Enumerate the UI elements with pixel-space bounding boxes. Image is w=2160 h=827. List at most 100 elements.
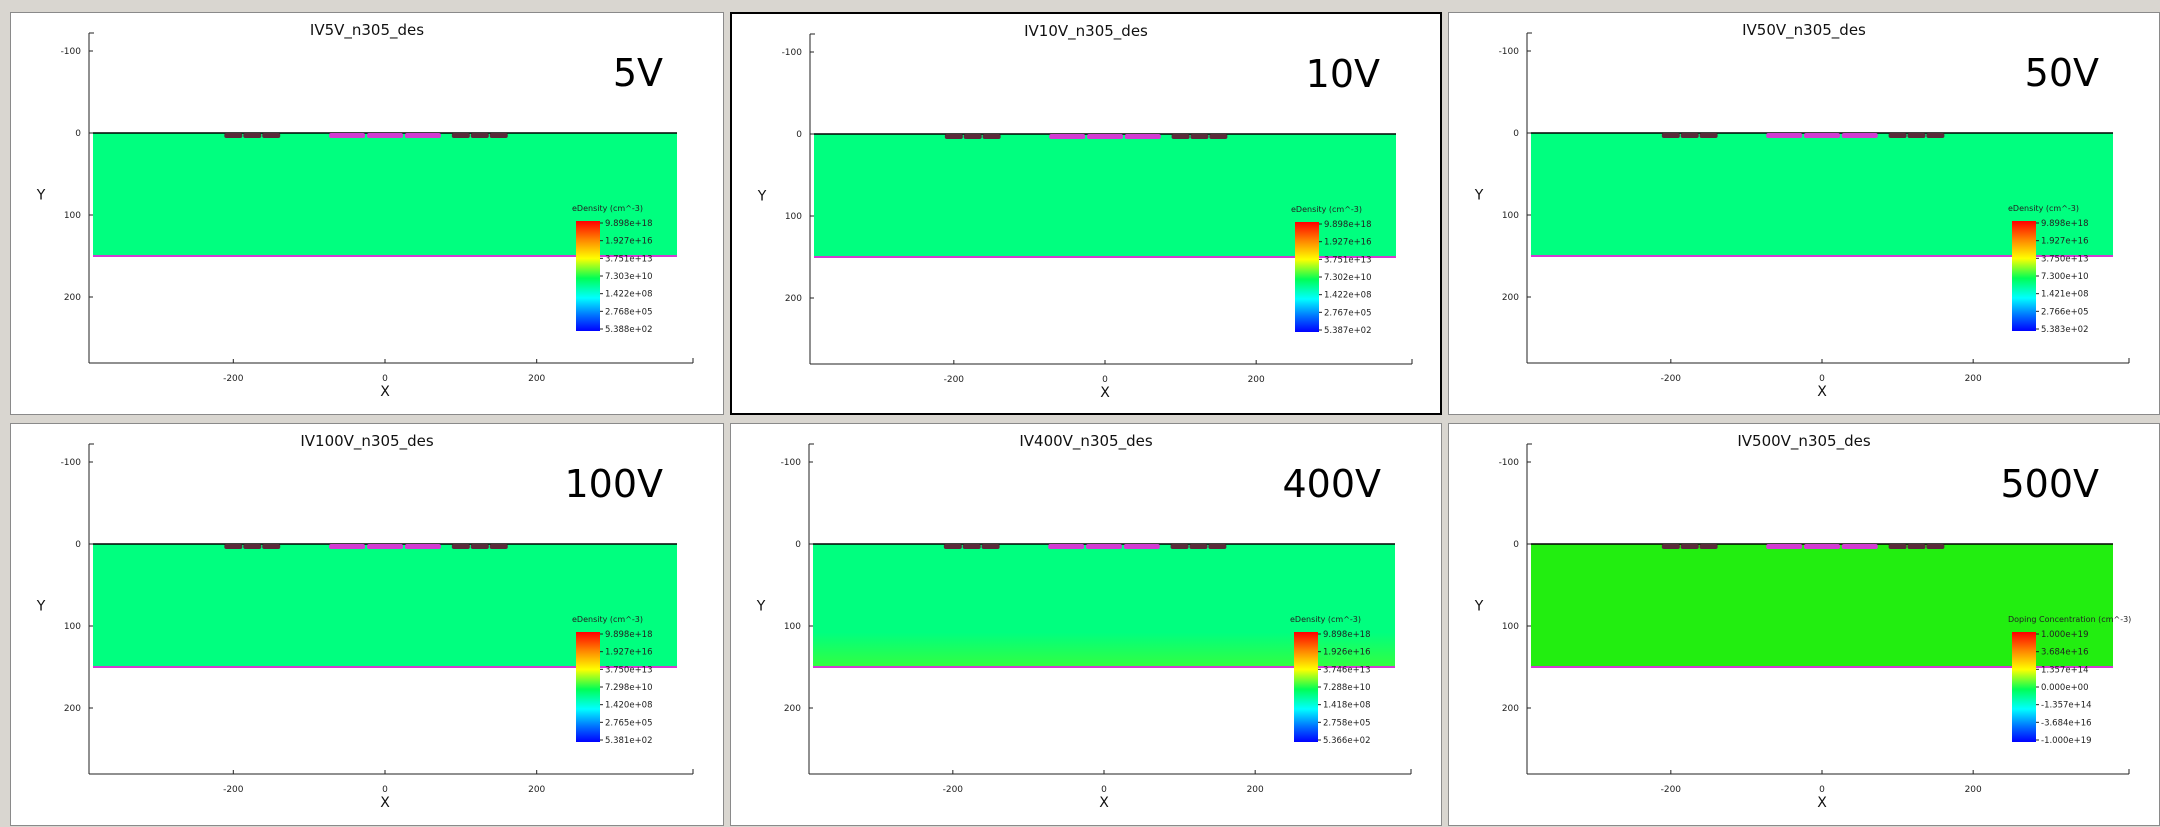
guard-ring-implant <box>944 134 963 139</box>
voltage-label: 5V <box>612 51 663 95</box>
x-axis-label: X <box>1817 384 1827 400</box>
colorbar-tick-label: 1.422e+08 <box>605 290 653 300</box>
x-tick-label: 0 <box>382 785 388 795</box>
guard-ring-implant <box>262 133 281 138</box>
y-tick-label: -100 <box>781 458 802 468</box>
colorbar-tick-label: 1.422e+08 <box>1324 291 1372 301</box>
plot-panel[interactable]: IV100V_n305_des 100V -100 0 100 200 -200 0 200 X Y… <box>10 423 724 826</box>
x-axis-label: X <box>1099 795 1109 811</box>
colorbar-tick-label: 7.302e+10 <box>1324 273 1372 283</box>
pad-implant <box>404 544 441 549</box>
colorbar-tick-label: 1.357e+14 <box>2041 665 2089 675</box>
guard-ring-implant <box>224 133 243 138</box>
guard-ring-implant <box>1907 544 1926 549</box>
y-tick-label: 100 <box>1502 211 1519 221</box>
y-axis-label: Y <box>756 599 766 615</box>
guard-ring-implant <box>1680 133 1699 138</box>
x-axis-label: X <box>380 795 390 811</box>
colorbar <box>2012 632 2036 742</box>
y-tick-label: 200 <box>785 294 802 304</box>
colorbar-tick-label: 2.766e+05 <box>2041 307 2089 317</box>
colorbar <box>1295 222 1319 332</box>
y-tick-label: 200 <box>1502 293 1519 303</box>
pad-implant <box>1804 544 1840 549</box>
y-axis-label: Y <box>36 599 46 615</box>
guard-ring-implant <box>1171 134 1190 139</box>
guard-ring-implant <box>1209 134 1228 139</box>
colorbar-tick-label: 3.751e+13 <box>605 254 653 264</box>
plot-panel[interactable]: IV400V_n305_des 400V -100 0 100 200 -200 0 200 X Y… <box>730 423 1442 826</box>
guard-ring-implant <box>1208 544 1227 549</box>
panel-title: IV5V_n305_des <box>309 21 425 39</box>
colorbar-tick-label: 1.000e+19 <box>2041 630 2089 640</box>
x-tick-label: 200 <box>1248 375 1265 385</box>
colorbar-title: eDensity (cm^-3) <box>1290 615 1361 624</box>
x-tick-label: -200 <box>1661 785 1682 795</box>
pad-implant <box>1841 133 1878 138</box>
colorbar-tick-label: 9.898e+18 <box>2041 219 2089 229</box>
pad-implant <box>1087 134 1123 139</box>
colorbar <box>576 221 600 331</box>
x-tick-label: 200 <box>1965 785 1982 795</box>
x-tick-label: -200 <box>223 374 244 384</box>
guard-ring-implant <box>1888 544 1907 549</box>
colorbar-tick-label: 5.387e+02 <box>1324 326 1372 336</box>
colorbar-tick-label: 1.926e+16 <box>1323 648 1371 658</box>
y-tick-label: -100 <box>782 48 803 58</box>
y-tick-label: 200 <box>64 704 81 714</box>
pad-implant <box>367 544 403 549</box>
colorbar-tick-label: 7.288e+10 <box>1323 683 1371 693</box>
y-tick-label: 200 <box>64 293 81 303</box>
voltage-label: 400V <box>1282 462 1381 506</box>
pad-implant <box>329 133 366 138</box>
colorbar-tick-label: 1.927e+16 <box>2041 237 2089 247</box>
colorbar-tick-label: 7.303e+10 <box>605 272 653 282</box>
colorbar-tick-label: 1.418e+08 <box>1323 701 1371 711</box>
colorbar <box>1294 632 1318 742</box>
guard-ring-implant <box>1661 133 1680 138</box>
colorbar-tick-label: 3.751e+13 <box>1324 255 1372 265</box>
x-tick-label: 0 <box>1819 785 1825 795</box>
colorbar-tick-label: 7.300e+10 <box>2041 272 2089 282</box>
colorbar-tick-label: 5.388e+02 <box>605 325 653 335</box>
guard-ring-implant <box>470 133 489 138</box>
pad-implant <box>329 544 366 549</box>
pad-implant <box>1841 544 1878 549</box>
guard-ring-implant <box>1926 544 1945 549</box>
colorbar-tick-label: 5.381e+02 <box>605 736 653 746</box>
pad-implant <box>1124 134 1161 139</box>
y-tick-label: 0 <box>75 540 81 550</box>
plot-canvas[interactable]: -100 0 100 200 -200 0 200 X Y Doping Concentratio… <box>1449 424 2157 823</box>
guard-ring-implant <box>243 544 262 549</box>
guard-ring-implant <box>489 133 508 138</box>
y-tick-label: 100 <box>784 622 801 632</box>
x-tick-label: 0 <box>382 374 388 384</box>
guard-ring-implant <box>1680 544 1699 549</box>
x-tick-label: -200 <box>944 375 965 385</box>
plot-panel[interactable]: IV500V_n305_des 500V -100 0 100 200 -200 0 200 X Y… <box>1448 423 2160 826</box>
y-tick-label: -100 <box>1499 47 1520 57</box>
colorbar-tick-label: 9.898e+18 <box>605 630 653 640</box>
pad-implant <box>1766 544 1803 549</box>
y-tick-label: 200 <box>1502 704 1519 714</box>
voltage-label: 500V <box>2000 462 2099 506</box>
voltage-label: 50V <box>2024 51 2099 95</box>
y-tick-label: 0 <box>1513 540 1519 550</box>
guard-ring-implant <box>1699 133 1718 138</box>
pad-implant <box>1123 544 1160 549</box>
panel-title: IV500V_n305_des <box>1737 432 1871 450</box>
colorbar-tick-label: 2.758e+05 <box>1323 718 1371 728</box>
pad-implant <box>1766 133 1803 138</box>
x-tick-label: 200 <box>1247 785 1264 795</box>
guard-ring-implant <box>982 134 1001 139</box>
x-tick-label: -200 <box>1661 374 1682 384</box>
guard-ring-implant <box>451 133 470 138</box>
